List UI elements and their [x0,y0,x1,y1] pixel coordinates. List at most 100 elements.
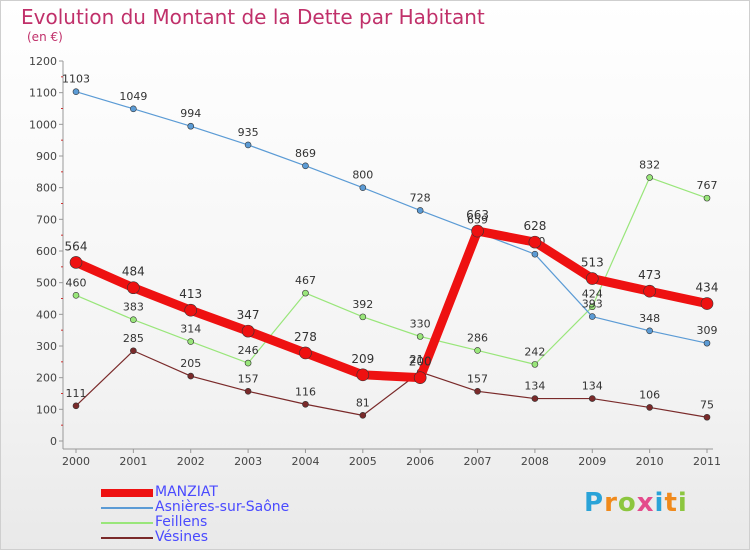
legend-swatch [101,522,153,524]
data-point [69,256,83,269]
x-tick-label-2007: 2007 [464,455,492,468]
data-label: 467 [295,274,316,287]
data-label: 309 [697,324,718,337]
data-point [703,413,711,421]
x-tick-label-2002: 2002 [177,455,205,468]
data-label: 209 [351,352,374,366]
data-point [588,303,596,311]
y-tick-label-800: 800 [36,182,57,195]
data-point [244,359,252,367]
data-point [127,281,140,295]
data-point [359,184,367,191]
data-point [302,400,309,408]
data-point [474,347,481,354]
x-tick-label-2004: 2004 [291,455,319,468]
legend-label: Asnières-sur-Saône [155,499,290,515]
data-point [359,412,367,419]
data-point [643,284,656,298]
data-label: 111 [66,387,87,400]
legend-swatch [101,489,153,497]
data-label: 157 [238,372,259,385]
data-label: 383 [123,301,144,314]
data-label: 484 [122,265,145,279]
data-label: 134 [524,380,545,393]
chart-unit: (en €) [27,30,63,44]
y-tick-label-700: 700 [36,213,57,226]
data-point [302,289,309,297]
data-label: 659 [467,213,488,226]
data-label: 728 [410,191,431,204]
data-point [356,368,370,382]
x-tick-label-2008: 2008 [521,455,549,468]
data-point [474,387,481,395]
data-point [528,235,542,249]
data-point [130,316,137,324]
data-label: 513 [581,256,604,270]
x-tick-label-2006: 2006 [406,455,434,468]
data-label: 424 [582,288,603,301]
legend-label: Vésines [155,529,209,545]
data-label: 413 [179,287,202,301]
data-label: 285 [123,332,144,345]
data-label: 246 [238,344,259,357]
data-label: 1103 [62,73,90,86]
data-point [72,292,80,299]
x-tick-label-2000: 2000 [62,455,90,468]
x-tick-label-2011: 2011 [693,455,721,468]
data-label: 434 [696,281,719,295]
data-label: 994 [180,107,201,120]
data-point [187,372,195,380]
data-point [184,303,198,317]
data-label: 242 [524,345,545,358]
x-tick-label-2010: 2010 [636,455,664,468]
data-point [299,346,312,360]
data-point [531,250,539,258]
data-point [72,402,80,410]
data-label: 832 [639,159,660,172]
data-point [646,404,653,411]
data-point [244,141,252,149]
chart-plot: 0 100 200 300 400 500 600 700 800 900 1000 1100 1200… [29,55,721,468]
data-point [703,194,711,202]
legend-label: Feillens [155,514,208,530]
data-point [187,338,195,345]
data-point [588,395,596,402]
x-tick-label-2001: 2001 [119,455,147,468]
data-point [302,162,309,170]
data-label: 460 [66,276,87,289]
data-point [646,327,653,335]
y-tick-label-900: 900 [36,150,57,163]
data-label: 663 [466,208,489,222]
y-tick-label-500: 500 [36,277,57,290]
data-point [244,387,252,395]
data-point [585,272,599,285]
data-point [531,361,539,368]
y-tick-label-0: 0 [50,435,57,448]
data-label: 348 [639,312,660,325]
data-point [130,105,137,113]
data-point [416,333,424,340]
data-label: 134 [582,380,603,393]
y-tick-label-300: 300 [36,340,57,353]
data-label: 116 [295,385,316,398]
data-label: 205 [180,357,201,370]
data-point [130,347,137,355]
data-point [703,339,711,347]
y-tick-label-600: 600 [36,245,57,258]
data-label: 286 [467,331,488,344]
data-point [700,297,714,310]
series-line-3 [71,226,712,383]
data-label: 935 [238,126,259,139]
data-label: 75 [700,398,714,411]
proxiti-logo: Proxiti [584,488,688,518]
x-tick-label-2009: 2009 [578,455,606,468]
data-label: 81 [356,396,370,409]
data-point [359,313,367,321]
data-label: 200 [409,355,432,369]
x-tick-label-2003: 2003 [234,455,262,468]
y-tick-label-400: 400 [36,308,57,321]
data-point [416,207,424,214]
data-label: 473 [638,268,661,282]
y-tick-label-1000: 1000 [29,118,57,131]
